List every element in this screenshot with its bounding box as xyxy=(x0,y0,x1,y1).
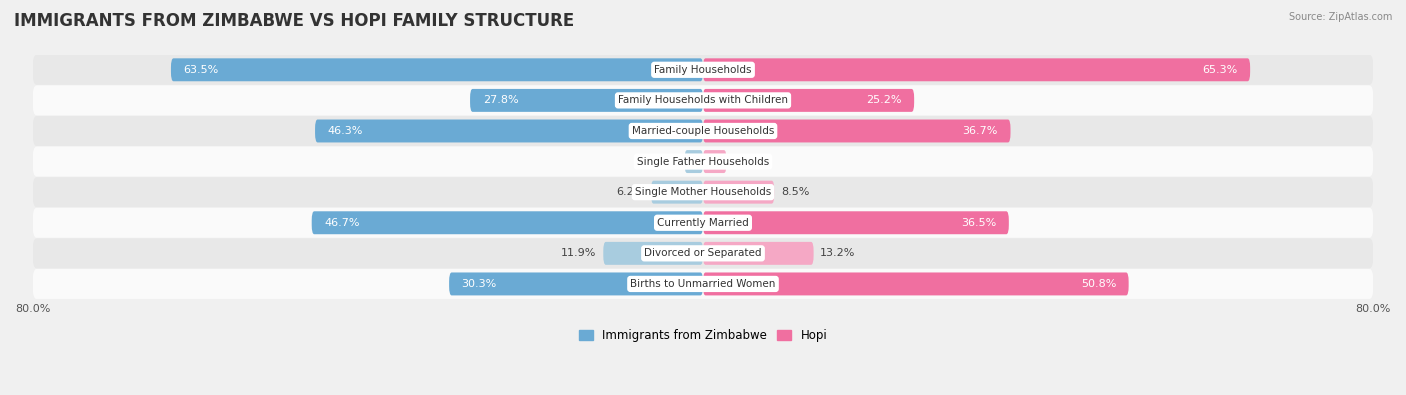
FancyBboxPatch shape xyxy=(32,55,1374,85)
Text: 6.2%: 6.2% xyxy=(616,187,644,197)
FancyBboxPatch shape xyxy=(32,116,1374,146)
Text: Family Households: Family Households xyxy=(654,65,752,75)
Text: 27.8%: 27.8% xyxy=(482,95,519,105)
FancyBboxPatch shape xyxy=(603,242,703,265)
Text: 13.2%: 13.2% xyxy=(820,248,856,258)
Text: Source: ZipAtlas.com: Source: ZipAtlas.com xyxy=(1288,12,1392,22)
FancyBboxPatch shape xyxy=(703,58,1250,81)
Legend: Immigrants from Zimbabwe, Hopi: Immigrants from Zimbabwe, Hopi xyxy=(574,325,832,347)
Text: Single Mother Households: Single Mother Households xyxy=(636,187,770,197)
FancyBboxPatch shape xyxy=(32,269,1374,299)
FancyBboxPatch shape xyxy=(32,85,1374,115)
FancyBboxPatch shape xyxy=(703,89,914,112)
Text: Single Father Households: Single Father Households xyxy=(637,156,769,167)
Text: 25.2%: 25.2% xyxy=(866,95,901,105)
Text: IMMIGRANTS FROM ZIMBABWE VS HOPI FAMILY STRUCTURE: IMMIGRANTS FROM ZIMBABWE VS HOPI FAMILY … xyxy=(14,12,574,30)
Text: 46.7%: 46.7% xyxy=(325,218,360,228)
FancyBboxPatch shape xyxy=(449,273,703,295)
FancyBboxPatch shape xyxy=(32,208,1374,238)
FancyBboxPatch shape xyxy=(470,89,703,112)
Text: 30.3%: 30.3% xyxy=(461,279,496,289)
FancyBboxPatch shape xyxy=(651,181,703,204)
Text: 8.5%: 8.5% xyxy=(780,187,810,197)
Text: Currently Married: Currently Married xyxy=(657,218,749,228)
FancyBboxPatch shape xyxy=(703,211,1010,234)
Text: Divorced or Separated: Divorced or Separated xyxy=(644,248,762,258)
Text: 11.9%: 11.9% xyxy=(561,248,596,258)
FancyBboxPatch shape xyxy=(703,120,1011,143)
Text: Married-couple Households: Married-couple Households xyxy=(631,126,775,136)
Text: Family Households with Children: Family Households with Children xyxy=(619,95,787,105)
Text: 50.8%: 50.8% xyxy=(1081,279,1116,289)
FancyBboxPatch shape xyxy=(703,150,727,173)
FancyBboxPatch shape xyxy=(172,58,703,81)
FancyBboxPatch shape xyxy=(703,181,775,204)
Text: 2.2%: 2.2% xyxy=(650,156,678,167)
Text: 63.5%: 63.5% xyxy=(184,65,219,75)
Text: 65.3%: 65.3% xyxy=(1202,65,1237,75)
FancyBboxPatch shape xyxy=(703,242,814,265)
FancyBboxPatch shape xyxy=(703,273,1129,295)
FancyBboxPatch shape xyxy=(32,147,1374,177)
Text: Births to Unmarried Women: Births to Unmarried Women xyxy=(630,279,776,289)
Text: 46.3%: 46.3% xyxy=(328,126,363,136)
Text: 2.8%: 2.8% xyxy=(733,156,762,167)
FancyBboxPatch shape xyxy=(312,211,703,234)
Text: 36.7%: 36.7% xyxy=(963,126,998,136)
Text: 36.5%: 36.5% xyxy=(962,218,997,228)
FancyBboxPatch shape xyxy=(685,150,703,173)
FancyBboxPatch shape xyxy=(315,120,703,143)
FancyBboxPatch shape xyxy=(32,177,1374,207)
FancyBboxPatch shape xyxy=(32,238,1374,268)
